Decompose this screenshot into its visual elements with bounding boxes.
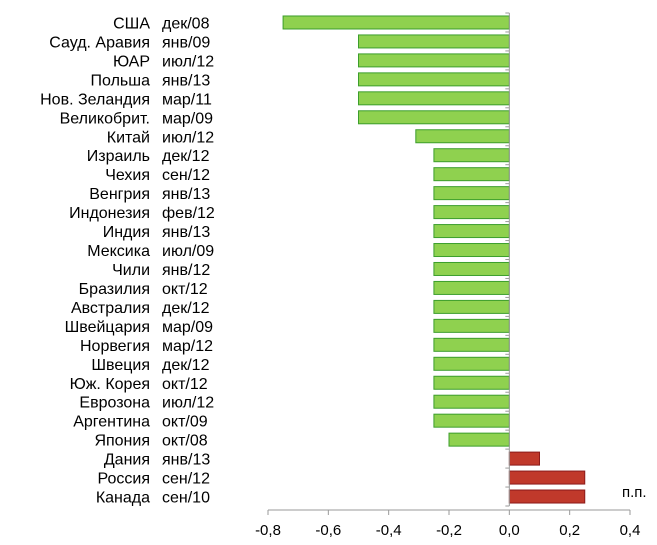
- date-label-18: дек/12: [162, 357, 210, 374]
- category-label-13: Чили: [112, 262, 150, 279]
- date-label-23: янв/13: [162, 452, 210, 469]
- bar-13: [433, 261, 510, 276]
- bar-12: [433, 243, 510, 258]
- category-label-1: Сауд. Аравия: [49, 34, 150, 51]
- category-label-17: Норвегия: [80, 338, 150, 355]
- category-label-0: США: [113, 15, 150, 32]
- date-label-5: мар/09: [162, 110, 213, 127]
- bar-15: [433, 299, 510, 314]
- x-tick-label-0: -0,8: [255, 522, 281, 539]
- date-label-4: мар/11: [162, 91, 212, 108]
- category-label-19: Юж. Корея: [70, 376, 150, 393]
- date-label-9: янв/13: [162, 186, 210, 203]
- bar-17: [433, 337, 510, 352]
- bar-11: [433, 224, 510, 239]
- x-tick-label-6: 0,4: [620, 522, 641, 539]
- bar-14: [433, 280, 510, 295]
- category-label-23: Дания: [104, 452, 150, 469]
- category-label-7: Израиль: [87, 148, 150, 165]
- x-tick-label-4: 0,0: [499, 522, 520, 539]
- category-label-14: Бразилия: [79, 281, 150, 298]
- unit-label: п.п.: [622, 484, 647, 501]
- date-label-11: янв/13: [162, 224, 210, 241]
- bar-9: [433, 186, 510, 201]
- bars-group: [282, 15, 586, 504]
- date-label-24: сен/12: [162, 471, 210, 488]
- category-label-5: Великобрит.: [60, 110, 150, 127]
- date-label-17: мар/12: [162, 338, 213, 355]
- category-label-22: Япония: [94, 433, 150, 450]
- bar-18: [433, 356, 510, 371]
- x-tick-label-3: -0,2: [436, 522, 462, 539]
- date-label-15: дек/12: [162, 300, 210, 317]
- category-label-3: Польша: [91, 72, 151, 89]
- bar-1: [358, 34, 510, 49]
- bar-24: [508, 470, 586, 485]
- bar-5: [358, 110, 510, 125]
- date-label-10: фев/12: [162, 205, 215, 222]
- date-label-25: сен/10: [162, 490, 210, 507]
- category-label-18: Швеция: [91, 357, 150, 374]
- date-label-0: дек/08: [162, 15, 210, 32]
- date-label-8: сен/12: [162, 167, 210, 184]
- x-tick-label-5: 0,2: [559, 522, 580, 539]
- bar-20: [433, 394, 510, 409]
- category-label-21: Аргентина: [73, 414, 150, 431]
- x-tick-label-2: -0,4: [376, 522, 402, 539]
- date-label-12: июл/09: [162, 243, 214, 260]
- date-label-3: янв/13: [162, 72, 210, 89]
- date-label-20: июл/12: [162, 395, 214, 412]
- date-label-6: июл/12: [162, 129, 214, 146]
- category-label-16: Швейцария: [65, 319, 150, 336]
- date-label-13: янв/12: [162, 262, 210, 279]
- category-label-4: Нов. Зеландия: [40, 91, 150, 108]
- bar-7: [433, 148, 510, 163]
- date-label-21: окт/09: [162, 414, 208, 431]
- date-label-16: мар/09: [162, 319, 213, 336]
- category-labels-group: США дек/08 Сауд. Аравия янв/09 ЮАР июл/12 Поль…: [40, 15, 215, 506]
- date-label-2: июл/12: [162, 53, 214, 70]
- category-label-6: Китай: [107, 129, 150, 146]
- category-label-8: Чехия: [105, 167, 150, 184]
- axes-group: -0,8 -0,6 -0,4 -0,2 0,0 0,2 0,4: [255, 12, 641, 539]
- bar-25: [508, 489, 586, 504]
- date-label-1: янв/09: [162, 34, 210, 51]
- category-label-25: Канада: [96, 490, 150, 507]
- x-tick-label-1: -0,6: [315, 522, 341, 539]
- date-label-14: окт/12: [162, 281, 208, 298]
- date-label-7: дек/12: [162, 148, 210, 165]
- category-label-15: Австралия: [71, 300, 150, 317]
- bar-4: [358, 91, 510, 106]
- category-label-10: Индонезия: [69, 205, 150, 222]
- bar-0: [282, 15, 510, 30]
- bar-3: [358, 72, 510, 87]
- bar-10: [433, 205, 510, 220]
- bar-2: [358, 53, 510, 68]
- category-label-9: Венгрия: [89, 186, 150, 203]
- bar-6: [415, 129, 510, 144]
- category-label-20: Еврозона: [79, 395, 150, 412]
- bar-21: [433, 413, 510, 428]
- category-label-24: Россия: [98, 471, 150, 488]
- bar-8: [433, 167, 510, 182]
- category-label-11: Индия: [103, 224, 150, 241]
- bar-22: [448, 432, 510, 447]
- date-label-19: окт/12: [162, 376, 208, 393]
- bar-23: [508, 451, 541, 466]
- category-label-2: ЮАР: [113, 53, 150, 70]
- category-label-12: Мексика: [87, 243, 150, 260]
- bar-19: [433, 375, 510, 390]
- bar-16: [433, 318, 510, 333]
- date-label-22: окт/08: [162, 433, 208, 450]
